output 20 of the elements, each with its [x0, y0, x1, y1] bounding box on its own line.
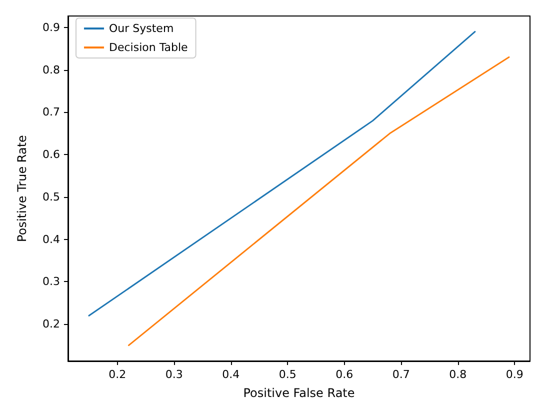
y-tick-label: 0.6: [42, 148, 60, 162]
x-tick-label: 0.8: [449, 368, 467, 381]
y-tick-label: 0.9: [42, 20, 60, 34]
legend-label: Decision Table: [109, 41, 188, 54]
y-tick-label: 0.8: [42, 63, 60, 76]
y-tick-label: 0.7: [42, 106, 60, 119]
y-tick-label: 0.5: [42, 190, 60, 204]
y-tick-label: 0.2: [42, 318, 60, 331]
y-tick-label: 0.4: [42, 232, 60, 246]
y-tick-label: 0.3: [42, 275, 60, 288]
x-axis-title: Positive False Rate: [243, 386, 355, 400]
x-tick-label: 0.6: [336, 368, 354, 381]
legend-label: Our System: [109, 22, 174, 35]
x-tick-label: 0.3: [165, 368, 183, 381]
x-tick-label: 0.5: [278, 368, 296, 381]
y-axis-title: Positive True Rate: [15, 135, 29, 242]
x-tick-label: 0.9: [506, 368, 524, 381]
x-tick-label: 0.2: [108, 368, 126, 381]
x-tick-label: 0.4: [222, 368, 240, 381]
x-tick-label: 0.7: [392, 368, 410, 381]
